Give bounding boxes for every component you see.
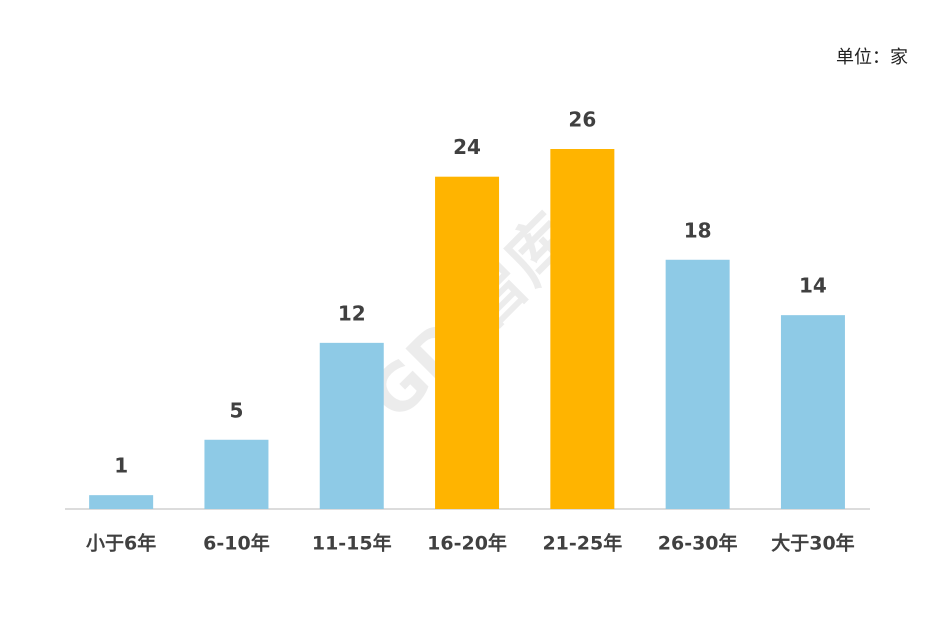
bar (89, 495, 154, 509)
x-tick-label: 16-20年 (427, 532, 507, 555)
value-label: 5 (229, 398, 243, 422)
value-label: 18 (684, 218, 712, 242)
value-label: 24 (453, 135, 481, 159)
x-tick-label: 6-10年 (203, 532, 270, 555)
bar (435, 176, 500, 509)
unit-label: 单位：家 (836, 47, 908, 68)
bar (665, 259, 730, 509)
value-label: 14 (799, 274, 827, 298)
bar (319, 342, 384, 509)
bar (204, 439, 269, 509)
bar (780, 315, 845, 509)
value-label: 1 (114, 454, 128, 478)
x-tick-label: 26-30年 (658, 532, 738, 555)
x-tick-label: 小于6年 (86, 532, 156, 555)
x-tick-label: 21-25年 (542, 532, 622, 555)
x-tick-label: 11-15年 (312, 532, 392, 555)
value-label: 26 (568, 108, 596, 132)
value-label: 12 (338, 301, 366, 325)
bar (550, 149, 615, 509)
x-tick-label: 大于30年 (771, 532, 854, 555)
